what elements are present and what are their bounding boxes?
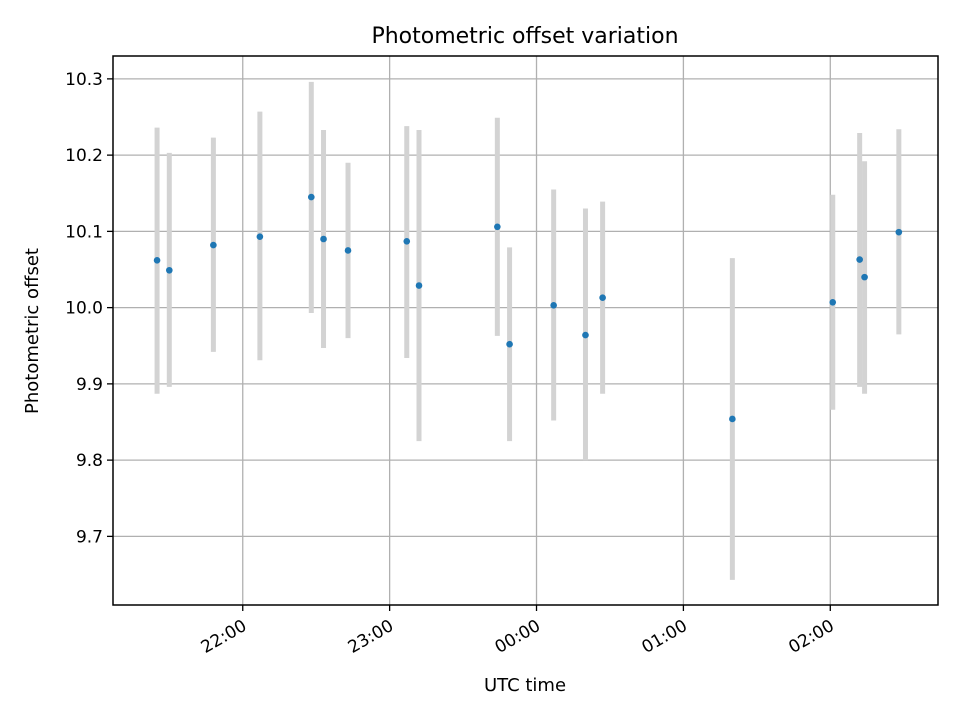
data-point <box>153 257 161 264</box>
data-point <box>307 193 315 201</box>
data-point <box>861 273 868 281</box>
y-tick-label: 10.3 <box>65 70 103 90</box>
data-points <box>153 193 903 423</box>
data-point <box>829 298 837 306</box>
data-point <box>256 233 264 241</box>
data-point <box>166 266 173 274</box>
data-point <box>729 415 736 423</box>
data-point <box>856 256 863 263</box>
x-axis-label: UTC time <box>484 675 566 696</box>
data-point <box>494 223 501 231</box>
y-axis-label: Photometric offset <box>22 248 43 414</box>
data-point <box>895 228 903 236</box>
data-point <box>210 241 217 249</box>
chart-title: Photometric offset variation <box>371 24 678 49</box>
data-point <box>550 302 557 309</box>
data-point <box>403 237 411 245</box>
y-tick-label: 9.7 <box>76 527 103 547</box>
data-point <box>320 235 327 243</box>
data-point <box>344 247 352 254</box>
data-point <box>506 340 513 348</box>
y-tick-label: 10.0 <box>65 299 103 319</box>
data-point <box>582 331 589 339</box>
y-tick-label: 9.8 <box>76 451 103 471</box>
data-point <box>415 282 423 289</box>
y-tick-label: 10.2 <box>65 146 103 166</box>
y-tick-label: 10.1 <box>65 222 103 242</box>
plot-frame <box>112 55 939 606</box>
data-point <box>599 294 606 302</box>
y-tick-label: 9.9 <box>76 375 103 395</box>
